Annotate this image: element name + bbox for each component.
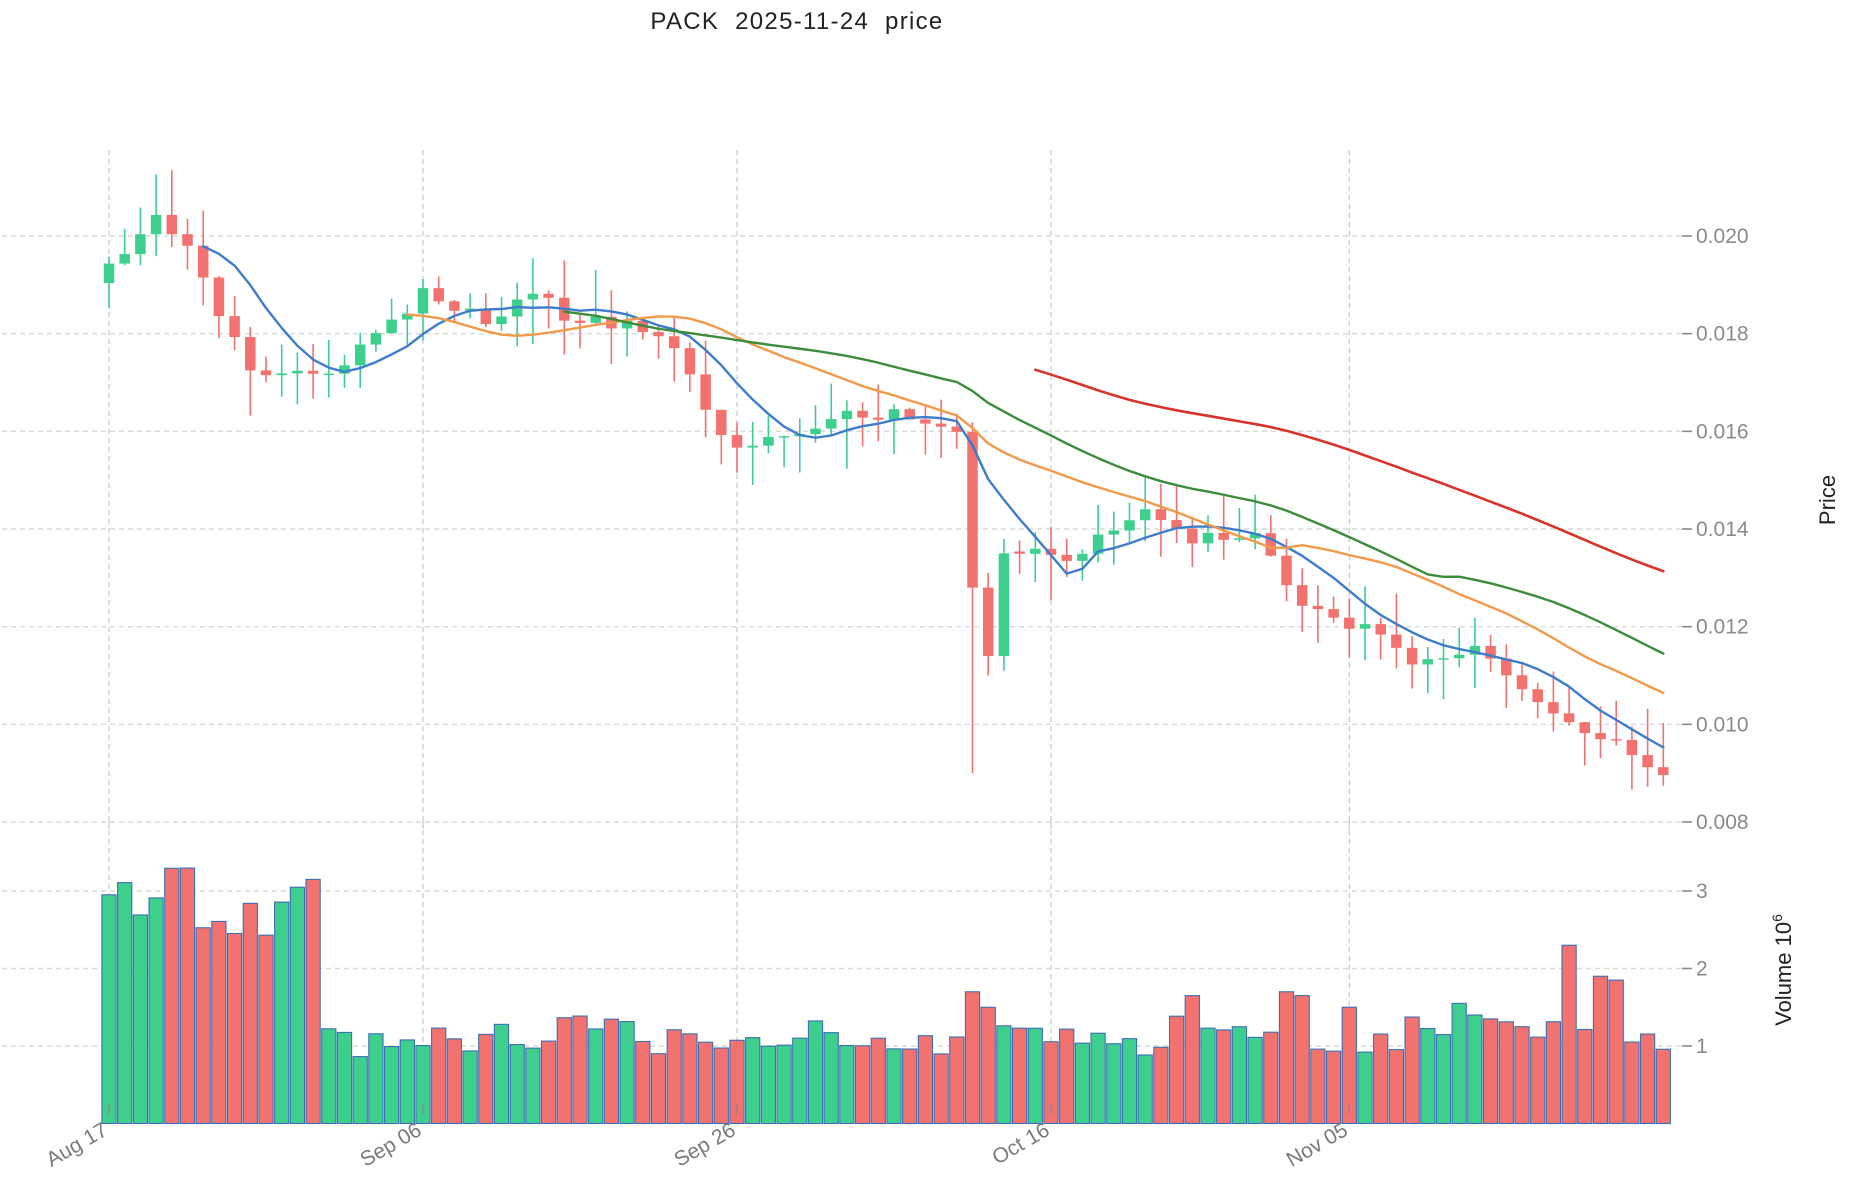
svg-text:1: 1 [1696, 1035, 1708, 1058]
svg-text:Price: Price [1815, 475, 1840, 525]
svg-text:2: 2 [1696, 958, 1708, 981]
svg-text:0.018: 0.018 [1696, 323, 1749, 346]
svg-text:Sep 06: Sep 06 [356, 1118, 425, 1171]
svg-text:Sep 26: Sep 26 [670, 1118, 739, 1171]
svg-text:0.010: 0.010 [1696, 713, 1749, 736]
svg-text:0.020: 0.020 [1696, 225, 1749, 248]
svg-text:Nov 05: Nov 05 [1283, 1118, 1352, 1171]
svg-text:3: 3 [1696, 880, 1708, 903]
svg-text:0.008: 0.008 [1696, 811, 1749, 834]
svg-text:0.016: 0.016 [1696, 420, 1749, 443]
svg-text:Aug 17: Aug 17 [42, 1118, 111, 1171]
svg-text:Oct 16: Oct 16 [988, 1118, 1053, 1169]
svg-text:0.014: 0.014 [1696, 518, 1749, 541]
svg-text:0.012: 0.012 [1696, 616, 1749, 639]
svg-text:Volume 106: Volume 106 [1769, 914, 1796, 1026]
